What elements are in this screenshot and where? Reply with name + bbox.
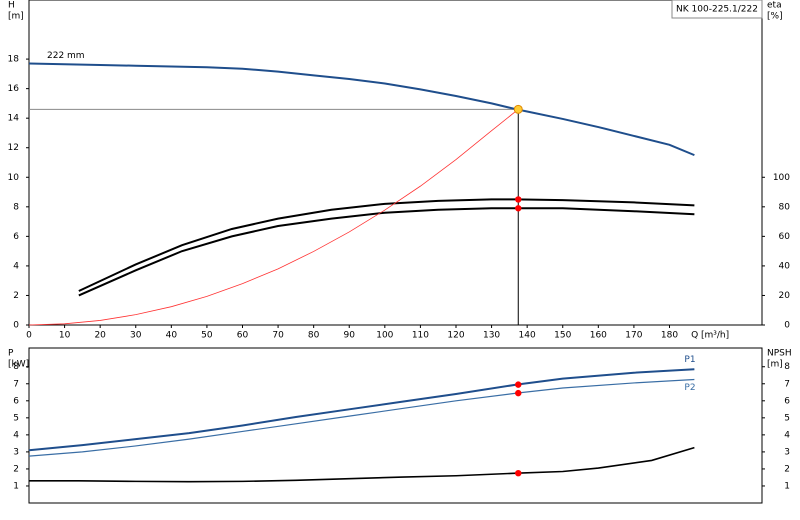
y2-axis-label: [%]	[767, 12, 783, 22]
x-tick-label: 90	[344, 331, 356, 341]
y-axis-label: [m]	[8, 12, 24, 22]
x-tick-label: 20	[94, 331, 106, 341]
y2-tick-label: 1	[784, 481, 790, 491]
series-line	[78, 207, 695, 297]
y2-axis-label: eta	[767, 1, 782, 11]
x-tick-label: 170	[625, 331, 642, 341]
x-tick-label: 50	[201, 331, 213, 341]
y2-tick-label: 60	[779, 232, 791, 242]
y-tick-label: 7	[13, 379, 19, 389]
series-line	[78, 198, 695, 292]
y-tick-label: 5	[13, 413, 19, 423]
y2-tick-label: 5	[784, 413, 790, 423]
x-tick-label: 40	[166, 331, 178, 341]
plot-frame	[28, 347, 763, 504]
y2-tick-label: 4	[784, 430, 790, 440]
y-tick-label: 14	[8, 114, 20, 124]
y2-axis-label: [m]	[767, 360, 783, 370]
y-tick-label: 18	[8, 55, 20, 65]
y2-tick-label: 40	[779, 261, 791, 271]
x-tick-label: 70	[272, 331, 284, 341]
x-tick-label: 80	[308, 331, 320, 341]
series-label: P1	[684, 355, 695, 365]
x-tick-label: 110	[412, 331, 429, 341]
duty-point	[515, 381, 522, 388]
x-tick-label: 10	[59, 331, 71, 341]
y-tick-label: 16	[8, 84, 20, 94]
duty-point	[515, 389, 522, 397]
y-tick-label: 0	[13, 321, 19, 331]
x-tick-label: 130	[483, 331, 500, 341]
x-tick-label: 140	[519, 331, 536, 341]
y2-axis-label: NPSH	[767, 349, 792, 359]
y-tick-label: 6	[13, 232, 19, 242]
x-tick-label: 160	[590, 331, 607, 341]
y2-tick-label: 100	[773, 173, 790, 183]
y-tick-label: 1	[13, 481, 19, 491]
x-tick-label: 60	[237, 331, 249, 341]
y2-tick-label: 3	[784, 447, 790, 457]
y-tick-label: 4	[13, 430, 19, 440]
y-tick-label: 6	[13, 396, 19, 406]
series-line	[28, 109, 519, 326]
y-tick-label: 12	[8, 143, 19, 153]
series-line	[29, 446, 695, 483]
y2-tick-label: 0	[784, 321, 790, 331]
x-tick-label: 180	[661, 331, 678, 341]
y-axis-label: [kW]	[8, 360, 29, 370]
y2-tick-label: 80	[779, 202, 791, 212]
x-tick-label: 150	[554, 331, 571, 341]
series-line	[28, 62, 695, 157]
y-axis-label: H	[8, 1, 15, 11]
y2-tick-label: 6	[784, 396, 790, 406]
duty-point	[515, 205, 522, 212]
series-label: P2	[684, 383, 695, 393]
y-tick-label: 10	[8, 173, 20, 183]
y2-tick-label: 20	[779, 291, 791, 301]
y2-tick-label: 2	[784, 464, 790, 474]
title-box	[671, 0, 763, 19]
x-tick-label: 30	[130, 331, 142, 341]
y-tick-label: 2	[13, 291, 19, 301]
duty-point	[515, 196, 522, 203]
y-axis-label: P	[8, 349, 14, 359]
duty-point	[513, 104, 523, 114]
duty-point	[515, 469, 522, 477]
y-tick-label: 4	[13, 261, 19, 271]
y-tick-label: 8	[13, 362, 19, 372]
x-tick-label: 100	[376, 331, 393, 341]
y2-tick-label: 8	[784, 362, 790, 372]
y-tick-label: 3	[13, 447, 19, 457]
chart-title: NK 100-225.1/222	[676, 5, 758, 15]
x-tick-label: 0	[26, 331, 32, 341]
y-tick-label: 2	[13, 464, 19, 474]
x-axis-label: Q [m³/h]	[691, 331, 729, 341]
series-line	[28, 378, 695, 457]
y-tick-label: 8	[13, 202, 19, 212]
plot-frame	[28, 0, 763, 326]
y2-tick-label: 7	[784, 379, 790, 389]
series-label: 222 mm	[47, 51, 85, 61]
x-tick-label: 120	[447, 331, 464, 341]
series-line	[28, 368, 695, 452]
